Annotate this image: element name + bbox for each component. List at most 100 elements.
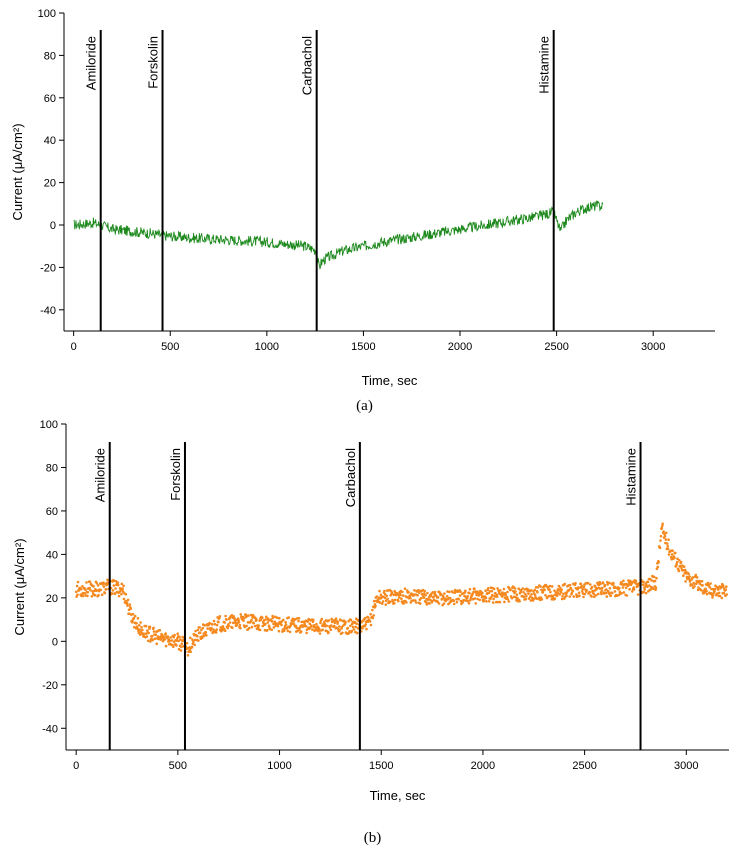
- data-point: [194, 629, 197, 633]
- data-point: [706, 581, 710, 585]
- data-point: [338, 629, 342, 632]
- data-point: [601, 586, 604, 590]
- data-point: [277, 629, 281, 633]
- chart-a-x-axis-title: Time, sec: [362, 373, 418, 388]
- chart-a-x-axis: 0 500 1000 1500 2000 2500 3000: [71, 331, 665, 353]
- y-tick-label: 100: [38, 8, 56, 20]
- data-point: [237, 618, 240, 622]
- data-point: [303, 622, 307, 626]
- data-point: [448, 596, 452, 600]
- data-point: [323, 622, 327, 626]
- data-point: [562, 592, 565, 596]
- data-point: [540, 598, 544, 601]
- data-point: [186, 654, 190, 657]
- data-point: [569, 587, 573, 590]
- data-point: [699, 589, 703, 592]
- data-point: [407, 591, 410, 594]
- data-point: [334, 617, 338, 620]
- data-point: [74, 590, 78, 594]
- data-point: [473, 587, 476, 590]
- data-point: [571, 589, 575, 593]
- data-point: [675, 560, 679, 564]
- data-point: [176, 632, 179, 635]
- data-point: [170, 639, 174, 642]
- data-point: [445, 595, 449, 598]
- data-point: [284, 623, 288, 626]
- data-point: [128, 603, 132, 606]
- data-point: [106, 578, 109, 582]
- data-point: [197, 639, 200, 642]
- data-point: [138, 628, 141, 631]
- data-point: [601, 582, 605, 585]
- data-point: [491, 593, 494, 597]
- data-point: [492, 597, 495, 601]
- data-point: [559, 586, 562, 590]
- data-point: [466, 594, 470, 598]
- data-point: [565, 594, 568, 598]
- data-point: [669, 555, 673, 559]
- data-point: [553, 597, 557, 600]
- data-point: [133, 614, 137, 618]
- data-point: [85, 581, 88, 584]
- data-point: [153, 637, 157, 640]
- data-point: [675, 562, 678, 566]
- data-point: [680, 566, 683, 570]
- data-point: [223, 629, 227, 632]
- data-point: [572, 595, 575, 598]
- data-point: [355, 631, 359, 635]
- data-point: [270, 620, 274, 623]
- data-point: [579, 582, 583, 586]
- data-point: [391, 600, 395, 603]
- y-tick-label: -20: [40, 262, 56, 274]
- data-point: [419, 596, 423, 600]
- data-point: [212, 619, 216, 623]
- data-point: [81, 585, 84, 588]
- data-point: [218, 615, 222, 618]
- y-tick-label: 60: [46, 506, 58, 518]
- data-point: [570, 591, 574, 595]
- data-point: [691, 576, 694, 579]
- data-point: [169, 636, 172, 639]
- data-point: [378, 589, 381, 593]
- data-point: [288, 630, 292, 634]
- data-point: [79, 588, 83, 591]
- chart-b-y-axis: -40 -20 0 20 40 60 80 100: [40, 419, 66, 735]
- data-point: [618, 586, 621, 590]
- data-point: [575, 593, 578, 596]
- data-point: [467, 602, 471, 605]
- data-point: [425, 603, 429, 606]
- data-point: [149, 640, 152, 643]
- data-point: [698, 582, 702, 586]
- data-point: [605, 595, 609, 598]
- data-point: [201, 626, 205, 630]
- data-point: [159, 638, 162, 641]
- x-tick-label: 1500: [369, 760, 393, 772]
- data-point: [631, 590, 634, 593]
- marker-label: Histamine: [624, 448, 639, 506]
- data-point: [364, 623, 368, 626]
- data-point: [654, 588, 657, 591]
- data-point: [166, 635, 170, 638]
- data-point: [506, 597, 510, 601]
- data-point: [705, 589, 708, 593]
- data-point: [180, 645, 183, 649]
- data-point: [678, 559, 681, 562]
- data-point: [401, 594, 405, 597]
- data-point: [196, 628, 200, 632]
- data-point: [250, 618, 253, 622]
- data-point: [88, 586, 91, 590]
- data-point: [353, 620, 357, 624]
- data-point: [375, 595, 379, 598]
- data-point: [154, 633, 158, 636]
- data-point: [622, 591, 626, 594]
- data-point: [548, 588, 551, 591]
- data-point: [597, 592, 600, 596]
- data-point: [213, 622, 217, 626]
- x-tick-label: 2000: [448, 341, 472, 353]
- data-point: [550, 585, 554, 588]
- data-point: [215, 623, 219, 627]
- data-point: [401, 590, 404, 594]
- data-point: [389, 600, 392, 604]
- data-point: [466, 599, 470, 603]
- data-point: [694, 573, 698, 577]
